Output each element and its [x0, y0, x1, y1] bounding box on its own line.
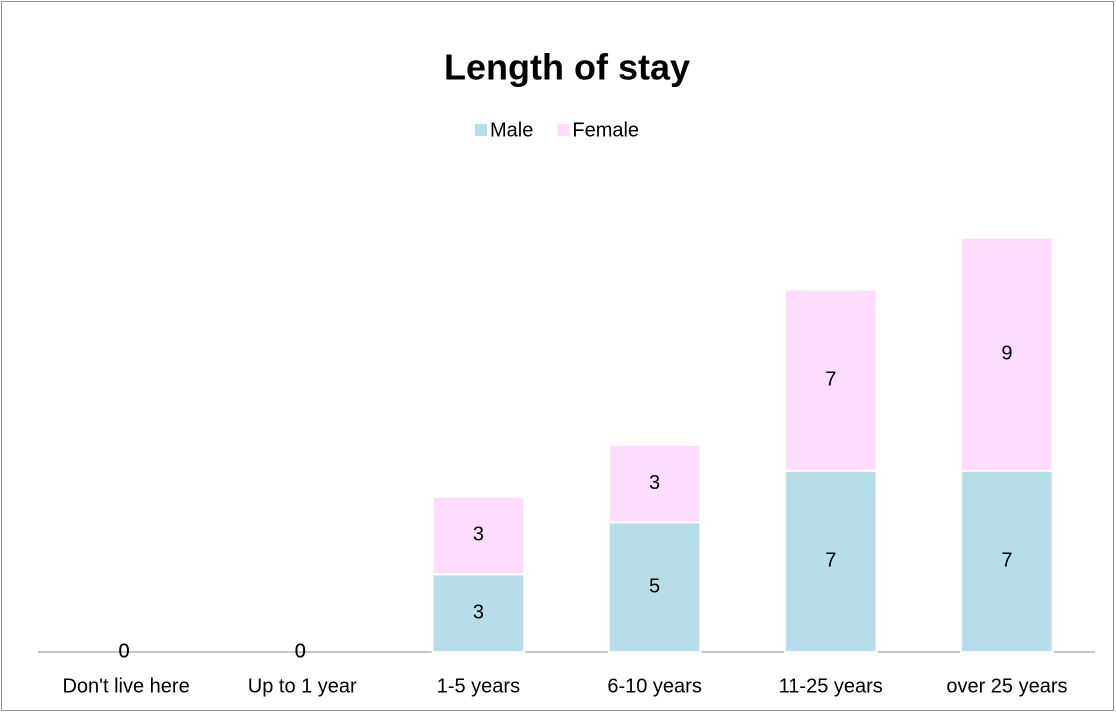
bar-segment: [783, 288, 878, 472]
data-label: 3: [473, 524, 484, 546]
data-label: 7: [1001, 550, 1012, 572]
data-label: 3: [649, 472, 660, 494]
data-label: 0: [295, 640, 306, 662]
bar-segment: [960, 236, 1054, 472]
x-tick-label: 6-10 years: [607, 675, 702, 697]
data-label: 0: [119, 640, 130, 662]
x-tick-label: Don't live here: [62, 675, 189, 697]
x-tick-label: 1-5 years: [437, 675, 520, 697]
bar-segment: [607, 443, 702, 524]
data-label: 0: [295, 640, 306, 662]
legend-label: Female: [572, 119, 639, 141]
x-tick-label: Up to 1 year: [248, 675, 357, 697]
data-label: 7: [825, 368, 836, 390]
bar-segment: [607, 521, 702, 653]
data-label: 0: [119, 640, 130, 662]
x-tick-label: over 25 years: [946, 675, 1067, 697]
data-label: 7: [825, 550, 836, 572]
data-label: 5: [649, 576, 660, 598]
legend-label: Male: [490, 119, 533, 141]
bar-segment: [431, 495, 526, 576]
chart-title: Length of stay: [444, 47, 690, 88]
data-label: 3: [473, 601, 484, 623]
data-label: 9: [1001, 342, 1012, 364]
x-tick-label: 11-25 years: [779, 675, 883, 697]
legend-swatch: [557, 124, 570, 136]
legend-swatch: [475, 124, 487, 136]
bar-segment: [960, 469, 1054, 654]
